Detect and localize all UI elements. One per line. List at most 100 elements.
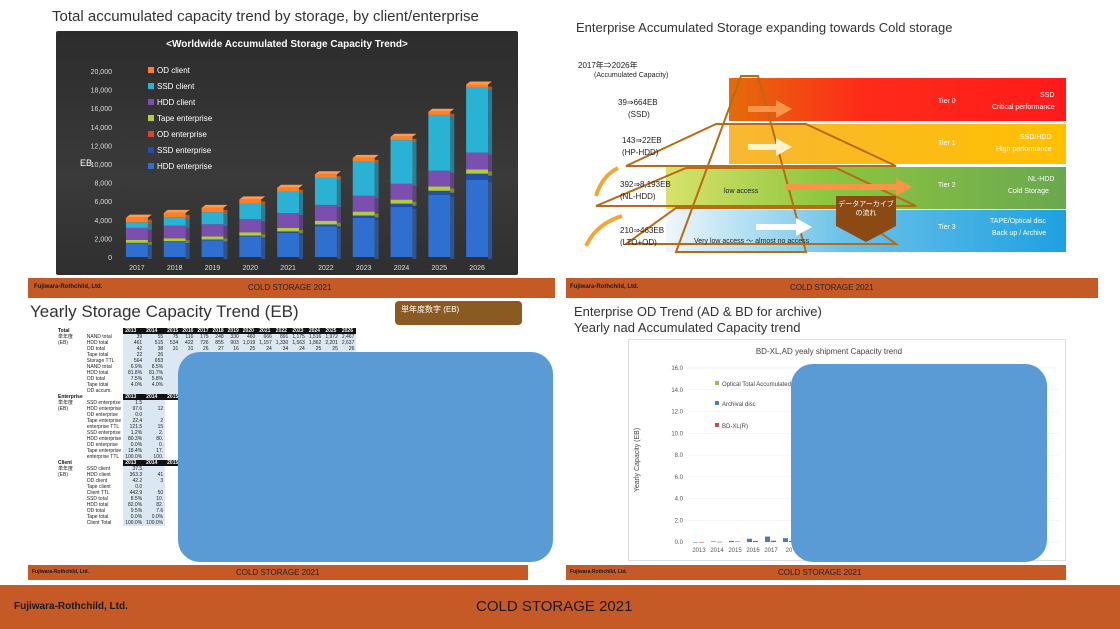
table-row: SSD enterprise 1.2% 2.	[56, 430, 356, 436]
y-tick-label: 10,000	[91, 162, 113, 169]
row-label: Client TTL	[86, 490, 110, 496]
x-tick-label: 2026	[469, 265, 485, 272]
archive-flow-label: データアーカイブの流れ	[838, 201, 894, 217]
table-cell: 2,467	[339, 334, 357, 340]
row-label: HDD enterprise	[86, 406, 122, 412]
stacked-bar-segment	[201, 239, 224, 241]
redaction-box-left	[178, 352, 553, 562]
legend-label: Optical Total Accumulated Capacity(EB)	[722, 382, 828, 388]
od-bar	[729, 540, 734, 542]
year-header: 2024	[306, 328, 324, 334]
table-cell: 330	[225, 334, 241, 340]
stacked-bar-segment	[125, 222, 148, 228]
row-label: OD enterprise	[86, 412, 118, 418]
y-tick-label: 0.0	[675, 540, 684, 546]
stacked-bar-side	[185, 243, 190, 244]
stacked-bar-segment	[466, 84, 489, 88]
year-header: 2018	[210, 328, 226, 334]
redaction-box-right	[791, 364, 1047, 562]
year-header: 2026	[339, 328, 357, 334]
heading-mid-left: Yearly Storage Capacity Trend (EB)	[30, 302, 299, 321]
table-row: (EB) HDD enterprise 97.6 12	[56, 406, 356, 412]
chart-title: <Worldwide Accumulated Storage Capacity …	[166, 39, 408, 50]
table-cell: 5.8%	[144, 376, 166, 382]
table-row: Client TTL 442.9 50	[56, 490, 356, 496]
table-cell: 22.4	[123, 418, 145, 424]
y-tick-label: 8.0	[675, 453, 684, 459]
tier1-desc: High performance	[996, 146, 1052, 153]
y-tick-label: 2,000	[94, 236, 112, 243]
table-cell: 1,330	[273, 340, 291, 346]
stacked-bar-segment	[352, 211, 375, 216]
stacked-bar-segment	[277, 191, 300, 214]
table-row: SSD total 8.5% 10.	[56, 496, 356, 502]
stacked-bar-segment	[466, 169, 489, 174]
od-bar	[765, 536, 770, 542]
stacked-bar-side	[336, 228, 341, 259]
row-label: OD accum.	[86, 388, 112, 394]
x-tick-label: 2018	[167, 265, 183, 272]
stacked-bar-side	[450, 192, 455, 197]
table-cell: 855	[210, 340, 226, 346]
row-label: enterprise TTL	[86, 454, 120, 460]
stacked-bar-side	[374, 219, 379, 259]
table-row: Tape total 0.0% 0.0%	[56, 514, 356, 520]
stacked-bar-segment	[163, 212, 186, 218]
table-cell: 24	[290, 346, 307, 352]
stacked-bar-segment	[390, 203, 413, 207]
table-cell	[144, 388, 166, 394]
year-header: 2014	[144, 328, 166, 334]
x-tick-label: 2021	[280, 265, 296, 272]
table-cell: 37.5	[123, 466, 145, 472]
stacked-bar-cap	[390, 133, 417, 137]
stacked-bar-side	[336, 226, 341, 229]
table-cell: 12	[144, 406, 166, 412]
stacked-bar-cap	[352, 154, 379, 158]
x-tick-label: 2023	[356, 265, 372, 272]
y-tick-label: 18,000	[91, 88, 113, 95]
table-cell: 2,637	[339, 340, 357, 346]
table-cell	[165, 388, 181, 394]
x-tick-label: 2013	[692, 548, 706, 554]
x-tick-label: 2017	[129, 265, 145, 272]
stacked-bar-side	[412, 205, 417, 209]
stacked-bar-segment	[125, 227, 148, 240]
table-cell: 1.5	[123, 400, 145, 406]
tier2-kind: (NL-HDD)	[620, 192, 656, 201]
stacked-bar-side	[261, 234, 266, 238]
table-cell: 0.0%	[123, 514, 145, 520]
table-cell: 97.6	[123, 406, 145, 412]
stacked-bar-side	[185, 219, 190, 228]
row-label: Tape total	[86, 352, 109, 358]
table-cell: 81.7%	[144, 370, 166, 376]
stacked-bar-segment	[277, 213, 300, 228]
stacked-bar-segment	[125, 242, 148, 244]
stacked-bar-segment	[466, 87, 489, 153]
stacked-bar-side	[299, 189, 304, 194]
section-label: Client	[56, 460, 85, 466]
y-tick-label: 14.0	[671, 388, 683, 394]
year-header: 2015	[165, 394, 181, 400]
x-tick-label: 2022	[318, 265, 334, 272]
side-label: 単年度	[58, 466, 74, 472]
legend-swatch	[148, 67, 154, 73]
table-cell	[144, 400, 166, 406]
stacked-bar-segment	[390, 136, 413, 141]
footer-company: Fujiwara-Rothchild, Ltd.	[570, 284, 639, 290]
table-cell: 55	[144, 334, 166, 340]
table-cell: 25	[323, 346, 340, 352]
legend-label: OD enterprise	[157, 130, 207, 139]
stacked-bar-side	[223, 241, 228, 243]
row-label: NAND total	[86, 334, 112, 340]
x-tick-label: 2024	[394, 265, 410, 272]
x-tick-label: 2019	[205, 265, 221, 272]
x-tick-label: 2014	[710, 548, 724, 554]
period-note: (Accumulated Capacity)	[594, 72, 669, 79]
table-cell: 41	[144, 472, 166, 478]
stacked-bar-chart: <Worldwide Accumulated Storage Capacity …	[80, 39, 493, 272]
stacked-bar-side	[147, 229, 152, 242]
stacked-bar-cap	[163, 209, 190, 213]
table-cell: 25	[306, 346, 324, 352]
stacked-bar-segment	[390, 199, 413, 204]
heading-top-right: Enterprise Accumulated Storage expanding…	[576, 20, 953, 35]
